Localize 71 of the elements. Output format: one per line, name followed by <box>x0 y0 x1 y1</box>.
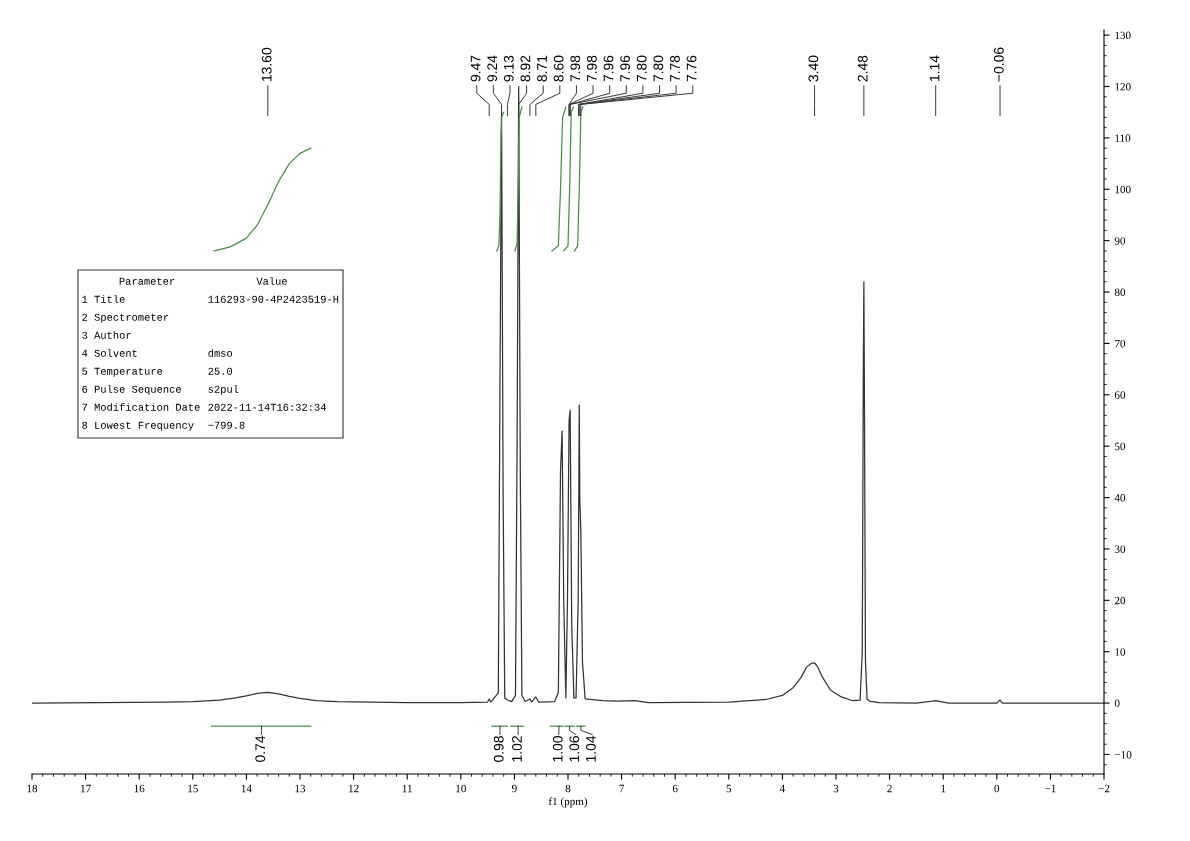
x-tick-label: 8 <box>565 784 571 793</box>
x-tick-label: 17 <box>81 784 91 793</box>
annotation: 2.48 <box>857 55 868 82</box>
text: 8 Lowest Frequency −799.8 <box>82 421 245 431</box>
text: 6 Pulse Sequence s2pul <box>82 385 239 395</box>
annotation: 9.13 <box>503 55 514 82</box>
x-tick-label: 15 <box>188 784 198 793</box>
y-tick-label: 10 <box>1115 648 1126 656</box>
x-tick-label: 12 <box>349 784 359 793</box>
y-tick-label: 40 <box>1114 494 1126 502</box>
y-tick-label: 130 <box>1115 31 1131 40</box>
x-tick-label: 10 <box>456 784 466 793</box>
x-tick-label: −2 <box>1098 784 1110 793</box>
annotation: 7.80 <box>636 55 647 82</box>
x-tick-label: −1 <box>1045 784 1056 793</box>
y-tick-label: 90 <box>1114 237 1126 245</box>
x-tick-label: 6 <box>672 784 678 793</box>
annotation: 7.96 <box>620 55 631 82</box>
annotation: 7.76 <box>686 55 697 82</box>
annotation: 9.47 <box>470 55 481 82</box>
annotation: 0.98 <box>493 736 504 762</box>
x-axis-title: f1 (ppm) <box>548 797 588 808</box>
x-tick-label: 0 <box>994 784 1000 793</box>
annotation: 1.02 <box>512 736 522 762</box>
annotation: −0.06 <box>993 47 1004 82</box>
annotation: 1.04 <box>586 735 596 762</box>
x-tick-label: 5 <box>726 784 732 793</box>
text: 5 Temperature 25.0 <box>82 367 233 377</box>
annotation: 2 Spectrometer <box>82 313 169 323</box>
y-tick-label: −10 <box>1114 750 1132 759</box>
y-tick-label: 50 <box>1115 442 1126 451</box>
y-tick-label: 0 <box>1114 699 1120 708</box>
annotation: 7 Modification Date 2022-11-14T16:32:34 <box>82 403 326 411</box>
annotation: 13.60 <box>261 47 272 82</box>
x-tick-label: 4 <box>779 784 785 793</box>
text: Parameter Value <box>119 277 287 285</box>
x-tick-label: 14 <box>241 784 252 793</box>
text: 4 Solvent dmso <box>82 349 233 357</box>
x-tick-label: 1 <box>941 784 946 793</box>
y-tick-label: 70 <box>1115 339 1126 348</box>
y-tick-label: 100 <box>1115 185 1131 194</box>
annotation: 7.98 <box>570 55 581 82</box>
x-tick-label: 16 <box>134 784 145 793</box>
annotation: 7.78 <box>670 55 680 82</box>
x-tick-label: 11 <box>402 784 412 793</box>
annotation: 8.71 <box>537 55 547 82</box>
x-tick-label: 2 <box>887 784 892 793</box>
x-tick-label: 18 <box>27 784 38 793</box>
annotation: 7.96 <box>603 55 614 82</box>
annotation: 8.60 <box>553 55 564 82</box>
annotation: 1.06 <box>569 736 580 762</box>
y-tick-label: 20 <box>1114 596 1126 605</box>
annotation: 9.24 <box>487 55 498 82</box>
annotation: 7.80 <box>653 55 664 82</box>
y-tick-label: 30 <box>1114 545 1126 553</box>
x-tick-label: 9 <box>511 784 517 793</box>
annotation: 3.40 <box>808 55 819 82</box>
annotation: 8.92 <box>520 55 531 82</box>
annotation: 3 Author <box>82 331 131 339</box>
text: 1 Title 116293-90-4P2423519-H <box>82 295 339 303</box>
annotation: 1.14 <box>929 55 940 82</box>
y-tick-label: 110 <box>1115 134 1131 142</box>
annotation: 7.98 <box>586 55 597 82</box>
x-tick-label: 13 <box>295 784 306 793</box>
y-tick-label: 120 <box>1115 82 1131 91</box>
annotation: 0.74 <box>255 735 266 762</box>
x-tick-label: 3 <box>833 784 839 793</box>
y-tick-label: 60 <box>1114 391 1126 399</box>
y-tick-label: 80 <box>1114 288 1126 297</box>
annotation: 1.00 <box>552 736 563 762</box>
x-tick-label: 7 <box>619 784 625 793</box>
